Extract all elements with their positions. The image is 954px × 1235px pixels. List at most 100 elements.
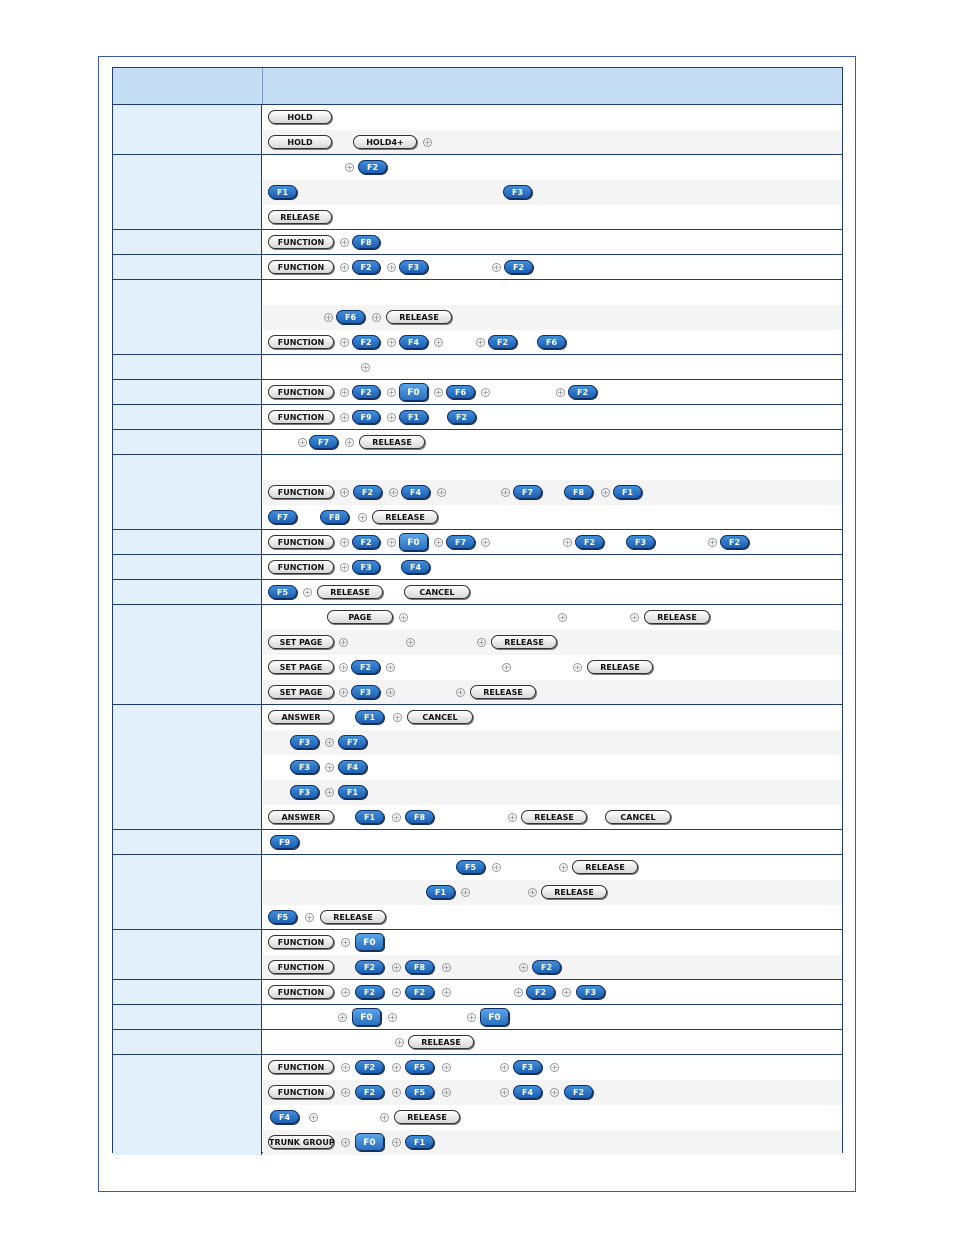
function-key-button[interactable]: F7: [268, 510, 297, 524]
soft-key-button[interactable]: RELEASE: [359, 435, 425, 449]
soft-key-button[interactable]: RELEASE: [572, 860, 638, 874]
function-key-button[interactable]: F0: [355, 933, 384, 951]
function-key-button[interactable]: F6: [537, 335, 566, 349]
soft-key-button[interactable]: FUNCTION: [268, 960, 334, 974]
soft-key-button[interactable]: ANSWER: [268, 710, 334, 724]
soft-key-button[interactable]: SET PAGE: [268, 635, 334, 649]
function-key-button[interactable]: F7: [446, 535, 475, 549]
function-key-button[interactable]: F5: [268, 585, 297, 599]
soft-key-button[interactable]: FUNCTION: [268, 260, 334, 274]
soft-key-button[interactable]: FUNCTION: [268, 335, 334, 349]
function-key-button[interactable]: F7: [338, 735, 367, 749]
function-key-button[interactable]: F3: [352, 560, 380, 574]
function-key-button[interactable]: F6: [336, 310, 365, 324]
function-key-button[interactable]: F4: [401, 560, 430, 574]
soft-key-button[interactable]: FUNCTION: [268, 235, 334, 249]
soft-key-button[interactable]: RELEASE: [470, 685, 536, 699]
function-key-button[interactable]: F2: [355, 985, 384, 999]
function-key-button[interactable]: F2: [352, 535, 380, 549]
function-key-button[interactable]: F8: [564, 485, 593, 499]
function-key-button[interactable]: F7: [309, 435, 338, 449]
function-key-button[interactable]: F6: [446, 385, 475, 399]
soft-key-button[interactable]: HOLD: [268, 110, 332, 124]
function-key-button[interactable]: F3: [290, 735, 319, 749]
function-key-button[interactable]: F3: [290, 760, 319, 774]
function-key-button[interactable]: F2: [568, 385, 597, 399]
function-key-button[interactable]: F8: [320, 510, 349, 524]
function-key-button[interactable]: F1: [268, 185, 297, 199]
soft-key-button[interactable]: RELEASE: [408, 1035, 474, 1049]
function-key-button[interactable]: F4: [399, 335, 428, 349]
soft-key-button[interactable]: RELEASE: [317, 585, 383, 599]
function-key-button[interactable]: F1: [338, 785, 367, 799]
soft-key-button[interactable]: RELEASE: [587, 660, 653, 674]
function-key-button[interactable]: F2: [352, 260, 380, 274]
function-key-button[interactable]: F3: [290, 785, 319, 799]
soft-key-button[interactable]: PAGE: [327, 610, 393, 624]
function-key-button[interactable]: F3: [576, 985, 605, 999]
soft-key-button[interactable]: RELEASE: [268, 210, 332, 224]
function-key-button[interactable]: F2: [352, 335, 380, 349]
function-key-button[interactable]: F3: [513, 1060, 542, 1074]
soft-key-button[interactable]: RELEASE: [372, 510, 438, 524]
soft-key-button[interactable]: RELEASE: [521, 810, 587, 824]
function-key-button[interactable]: F0: [352, 1008, 381, 1026]
soft-key-button[interactable]: HOLD: [268, 135, 332, 149]
soft-key-button[interactable]: RELEASE: [541, 885, 607, 899]
function-key-button[interactable]: F7: [513, 485, 542, 499]
function-key-button[interactable]: F0: [399, 533, 428, 551]
soft-key-button[interactable]: CANCEL: [404, 585, 470, 599]
function-key-button[interactable]: F3: [399, 260, 428, 274]
function-key-button[interactable]: F1: [426, 885, 455, 899]
soft-key-button[interactable]: RELEASE: [644, 610, 710, 624]
function-key-button[interactable]: F5: [456, 860, 485, 874]
function-key-button[interactable]: F2: [504, 260, 533, 274]
function-key-button[interactable]: F1: [613, 485, 642, 499]
soft-key-button[interactable]: FUNCTION: [268, 385, 334, 399]
function-key-button[interactable]: F9: [352, 410, 380, 424]
function-key-button[interactable]: F2: [564, 1085, 593, 1099]
function-key-button[interactable]: F8: [405, 960, 434, 974]
soft-key-button[interactable]: RELEASE: [320, 910, 386, 924]
soft-key-button[interactable]: CANCEL: [407, 710, 473, 724]
function-key-button[interactable]: F2: [355, 1085, 384, 1099]
function-key-button[interactable]: F4: [338, 760, 367, 774]
function-key-button[interactable]: F3: [626, 535, 655, 549]
function-key-button[interactable]: F2: [355, 1060, 384, 1074]
function-key-button[interactable]: F9: [270, 835, 299, 849]
function-key-button[interactable]: F8: [352, 235, 380, 249]
function-key-button[interactable]: F4: [270, 1110, 299, 1124]
function-key-button[interactable]: F4: [401, 485, 430, 499]
function-key-button[interactable]: F8: [405, 810, 434, 824]
function-key-button[interactable]: F2: [353, 485, 382, 499]
soft-key-button[interactable]: FUNCTION: [268, 560, 334, 574]
function-key-button[interactable]: F0: [399, 383, 428, 401]
function-key-button[interactable]: F2: [720, 535, 749, 549]
function-key-button[interactable]: F2: [488, 335, 517, 349]
soft-key-button[interactable]: FUNCTION: [268, 485, 334, 499]
function-key-button[interactable]: F5: [405, 1085, 434, 1099]
function-key-button[interactable]: F4: [513, 1085, 542, 1099]
function-key-button[interactable]: F2: [355, 960, 384, 974]
function-key-button[interactable]: F2: [575, 535, 604, 549]
soft-key-button[interactable]: TRUNK GROUP: [268, 1135, 335, 1149]
soft-key-button[interactable]: CANCEL: [605, 810, 671, 824]
soft-key-button[interactable]: SET PAGE: [268, 685, 334, 699]
function-key-button[interactable]: F2: [405, 985, 434, 999]
function-key-button[interactable]: F2: [358, 160, 387, 174]
soft-key-button[interactable]: FUNCTION: [268, 535, 334, 549]
soft-key-button[interactable]: RELEASE: [491, 635, 557, 649]
soft-key-button[interactable]: RELEASE: [394, 1110, 460, 1124]
soft-key-button[interactable]: SET PAGE: [268, 660, 334, 674]
function-key-button[interactable]: F0: [355, 1133, 384, 1151]
soft-key-button[interactable]: FUNCTION: [268, 935, 334, 949]
function-key-button[interactable]: F2: [447, 410, 476, 424]
soft-key-button[interactable]: HOLD4+: [353, 135, 417, 149]
soft-key-button[interactable]: FUNCTION: [268, 985, 334, 999]
function-key-button[interactable]: F5: [268, 910, 297, 924]
function-key-button[interactable]: F3: [503, 185, 532, 199]
function-key-button[interactable]: F3: [351, 685, 380, 699]
soft-key-button[interactable]: ANSWER: [268, 810, 334, 824]
function-key-button[interactable]: F2: [352, 385, 380, 399]
function-key-button[interactable]: F5: [405, 1060, 434, 1074]
